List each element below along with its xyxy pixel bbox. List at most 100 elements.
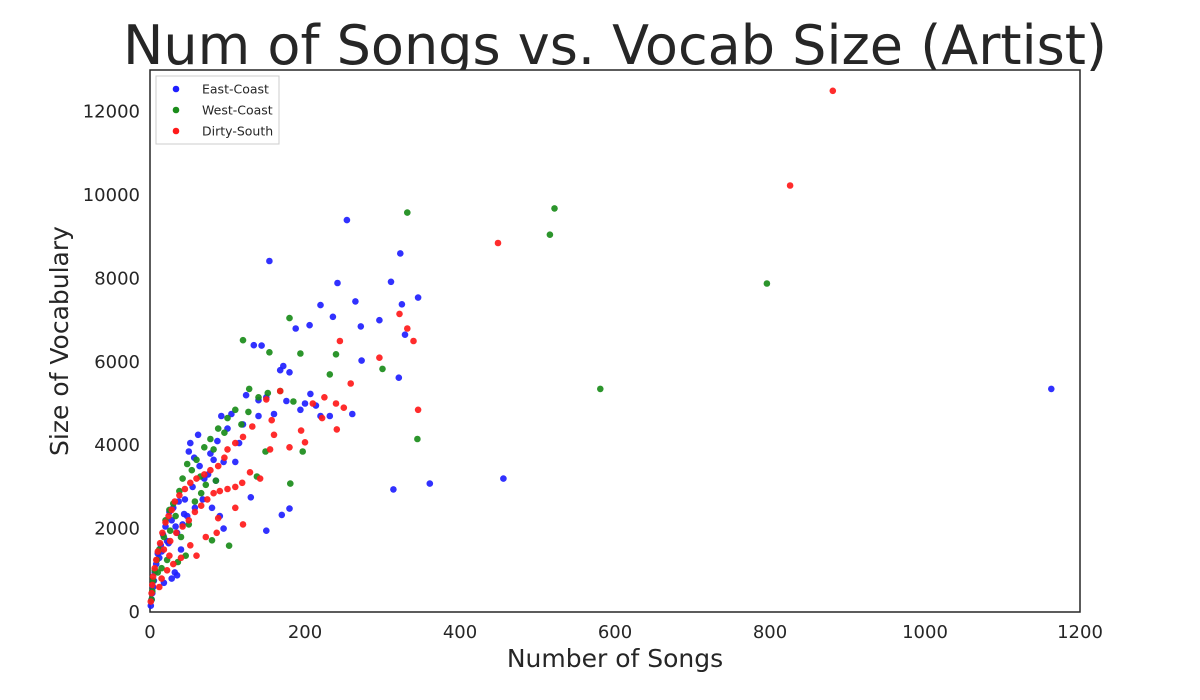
y-tick-labels: 0 2000 4000 6000 8000 10000 12000 <box>83 102 140 623</box>
data-point <box>398 301 406 308</box>
data-point <box>181 485 189 493</box>
data-point <box>185 517 193 524</box>
data-point <box>196 462 203 470</box>
data-point <box>197 489 205 497</box>
data-point <box>183 460 191 468</box>
data-point <box>786 182 794 189</box>
data-point <box>172 523 179 530</box>
data-point <box>276 387 284 395</box>
data-point <box>414 406 422 414</box>
legend-marker <box>172 127 180 135</box>
data-point <box>763 280 771 287</box>
series-dirty-south <box>147 87 837 605</box>
data-point <box>221 454 228 462</box>
data-point <box>255 394 262 401</box>
x-tick-label: 1000 <box>902 622 948 643</box>
data-point <box>347 380 355 387</box>
data-point <box>202 533 210 541</box>
data-point <box>232 483 239 491</box>
data-point <box>214 462 222 470</box>
y-tick-label: 2000 <box>94 519 140 540</box>
data-point <box>176 492 183 499</box>
data-point <box>379 365 386 373</box>
data-point <box>149 573 157 580</box>
data-point <box>218 412 225 420</box>
data-point <box>301 400 309 407</box>
data-point <box>332 351 340 358</box>
data-point <box>318 414 326 422</box>
legend: East-Coast West-Coast Dirty-South <box>155 75 280 145</box>
data-point <box>286 314 293 322</box>
data-point <box>286 369 293 376</box>
data-point <box>210 456 217 464</box>
data-point <box>249 423 256 430</box>
x-tick-label: 0 <box>144 622 155 643</box>
x-axis-label: Number of Songs <box>507 644 723 673</box>
data-point <box>387 278 395 286</box>
data-point <box>162 519 169 526</box>
data-point <box>193 552 200 559</box>
data-point <box>278 511 286 519</box>
legend-marker <box>172 106 180 114</box>
data-point <box>154 548 162 555</box>
y-tick-label: 8000 <box>94 268 140 289</box>
data-point <box>159 529 166 537</box>
data-point <box>220 525 227 532</box>
legend-items: East-Coast West-Coast Dirty-South <box>172 82 273 139</box>
data-point <box>309 400 317 407</box>
data-point <box>232 504 239 512</box>
data-point <box>163 567 171 574</box>
data-point <box>151 564 158 572</box>
data-point <box>173 572 181 579</box>
x-tick-labels: 0 200 400 600 800 1000 1200 <box>144 622 1103 643</box>
data-point <box>396 310 403 318</box>
data-point <box>225 542 233 549</box>
data-point <box>246 469 254 476</box>
data-point <box>148 589 155 597</box>
data-point <box>376 316 383 324</box>
data-point <box>201 471 208 478</box>
data-point <box>165 512 172 520</box>
data-point <box>208 504 216 512</box>
data-point <box>239 433 247 441</box>
data-point <box>268 416 276 424</box>
data-point <box>187 542 194 549</box>
x-tick-label: 200 <box>288 622 322 643</box>
data-point <box>255 412 262 420</box>
y-axis-label: Size of Vocabulary <box>45 226 74 456</box>
data-point <box>270 410 278 418</box>
data-point <box>228 410 235 418</box>
data-point <box>214 425 222 432</box>
data-point <box>286 505 293 512</box>
data-point <box>297 406 304 414</box>
x-tick-label: 400 <box>443 622 477 643</box>
data-point <box>250 341 258 349</box>
data-point <box>266 446 274 453</box>
data-point <box>210 446 217 453</box>
data-point <box>329 313 337 321</box>
data-point <box>401 331 409 339</box>
data-point <box>397 250 404 257</box>
data-point <box>179 523 186 530</box>
data-point <box>238 421 245 428</box>
data-point <box>299 448 307 455</box>
data-point <box>336 337 344 345</box>
data-point <box>245 408 252 416</box>
data-point <box>173 529 180 537</box>
data-point <box>334 279 341 287</box>
data-point <box>239 521 247 528</box>
data-point <box>290 398 297 405</box>
data-point <box>194 431 202 439</box>
data-point <box>181 496 189 503</box>
data-point <box>266 349 273 356</box>
data-point <box>247 494 255 501</box>
points-layer <box>147 87 1055 609</box>
data-point <box>224 414 231 422</box>
data-point <box>297 350 304 357</box>
data-point <box>204 496 211 503</box>
data-point <box>171 498 179 505</box>
data-point <box>264 389 272 397</box>
data-point <box>152 556 160 564</box>
data-point <box>283 397 290 405</box>
